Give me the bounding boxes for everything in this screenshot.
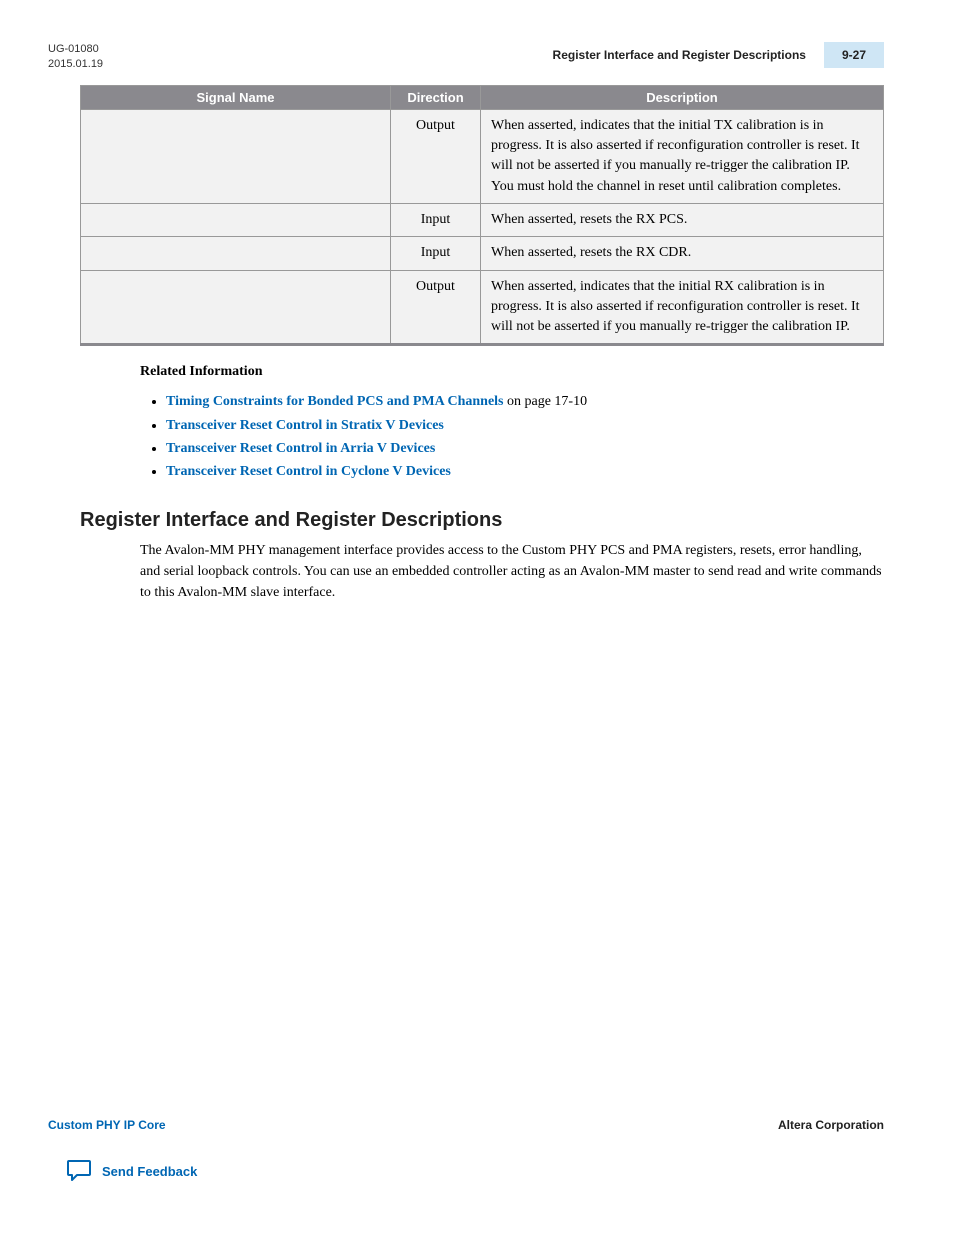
- table-row: Output When asserted, indicates that the…: [81, 109, 884, 203]
- related-link[interactable]: Transceiver Reset Control in Cyclone V D…: [166, 464, 451, 479]
- cell-signal: [81, 203, 391, 236]
- doc-date: 2015.01.19: [48, 57, 103, 72]
- related-link[interactable]: Timing Constraints for Bonded PCS and PM…: [166, 394, 504, 409]
- header-doc-meta: UG-01080 2015.01.19: [48, 42, 103, 73]
- cell-signal: [81, 237, 391, 270]
- section-heading: Register Interface and Register Descript…: [80, 509, 884, 532]
- col-header-description: Description: [481, 85, 884, 109]
- signal-table: Signal Name Direction Description Output…: [80, 85, 884, 347]
- page-number-badge: 9-27: [824, 42, 884, 68]
- table-row: Input When asserted, resets the RX PCS.: [81, 203, 884, 236]
- table-header-row: Signal Name Direction Description: [81, 85, 884, 109]
- table-row: Input When asserted, resets the RX CDR.: [81, 237, 884, 270]
- list-item: Timing Constraints for Bonded PCS and PM…: [166, 390, 884, 413]
- doc-id: UG-01080: [48, 42, 103, 57]
- main-content: Signal Name Direction Description Output…: [0, 85, 954, 603]
- cell-direction: Input: [391, 237, 481, 270]
- header-section-title: Register Interface and Register Descript…: [553, 48, 806, 62]
- col-header-signal: Signal Name: [81, 85, 391, 109]
- speech-bubble-icon: [66, 1158, 92, 1185]
- cell-direction: Output: [391, 270, 481, 345]
- footer-corporation: Altera Corporation: [778, 1118, 884, 1132]
- section-paragraph: The Avalon-MM PHY management interface p…: [80, 540, 884, 603]
- list-item: Transceiver Reset Control in Cyclone V D…: [166, 460, 884, 483]
- list-item: Transceiver Reset Control in Arria V Dev…: [166, 437, 884, 460]
- related-link[interactable]: Transceiver Reset Control in Stratix V D…: [166, 418, 444, 433]
- cell-direction: Output: [391, 109, 481, 203]
- related-link[interactable]: Transceiver Reset Control in Arria V Dev…: [166, 441, 435, 456]
- list-item: Transceiver Reset Control in Stratix V D…: [166, 414, 884, 437]
- related-list: Timing Constraints for Bonded PCS and PM…: [140, 390, 884, 482]
- send-feedback-link[interactable]: Send Feedback: [66, 1158, 884, 1185]
- cell-signal: [81, 270, 391, 345]
- footer-top-row: Custom PHY IP Core Altera Corporation: [48, 1118, 884, 1132]
- cell-description: When asserted, indicates that the initia…: [481, 270, 884, 345]
- header-right: Register Interface and Register Descript…: [553, 42, 884, 68]
- cell-description: When asserted, resets the RX CDR.: [481, 237, 884, 270]
- related-heading: Related Information: [140, 364, 884, 380]
- cell-description: When asserted, resets the RX PCS.: [481, 203, 884, 236]
- page-footer: Custom PHY IP Core Altera Corporation Se…: [0, 1118, 954, 1185]
- related-suffix: on page 17-10: [504, 394, 588, 409]
- cell-signal: [81, 109, 391, 203]
- col-header-direction: Direction: [391, 85, 481, 109]
- footer-left-link[interactable]: Custom PHY IP Core: [48, 1118, 166, 1132]
- feedback-label: Send Feedback: [102, 1164, 197, 1179]
- cell-description: When asserted, indicates that the initia…: [481, 109, 884, 203]
- table-row: Output When asserted, indicates that the…: [81, 270, 884, 345]
- related-information: Related Information Timing Constraints f…: [80, 346, 884, 482]
- page-header: UG-01080 2015.01.19 Register Interface a…: [0, 0, 954, 85]
- cell-direction: Input: [391, 203, 481, 236]
